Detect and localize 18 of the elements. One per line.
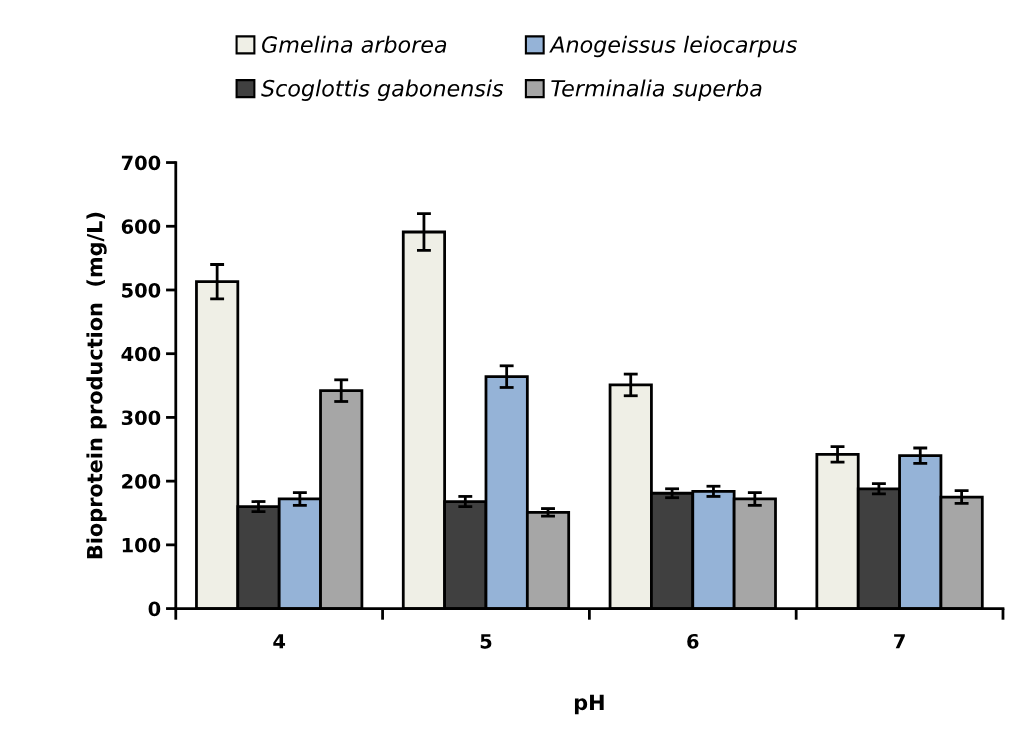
x-tick-label: 6: [687, 633, 699, 649]
legend-label: Scoglottis gabonensis: [261, 79, 504, 101]
x-tick-label: 7: [894, 634, 905, 649]
y-tick-label: 600: [121, 219, 161, 234]
y-tick-label: 300: [121, 410, 161, 426]
y-tick-label: 700: [121, 155, 161, 171]
legend-label: Gmelina arborea: [262, 35, 447, 53]
legend-label: Terminalia superba: [551, 79, 762, 101]
x-axis-title: pH: [574, 694, 604, 715]
y-tick-label: 200: [122, 474, 161, 489]
x-tick-label: 4: [273, 634, 286, 649]
y-tick-label: 500: [122, 282, 161, 298]
y-axis-title: Bioprotein production (mg/L): [86, 212, 107, 559]
y-tick-label: 100: [122, 537, 161, 553]
legend-label: Anogeissus leiocarpus: [549, 35, 797, 58]
x-tick-label: 5: [480, 634, 492, 649]
y-tick-label: 0: [148, 601, 161, 617]
y-tick-label: 400: [121, 346, 161, 362]
